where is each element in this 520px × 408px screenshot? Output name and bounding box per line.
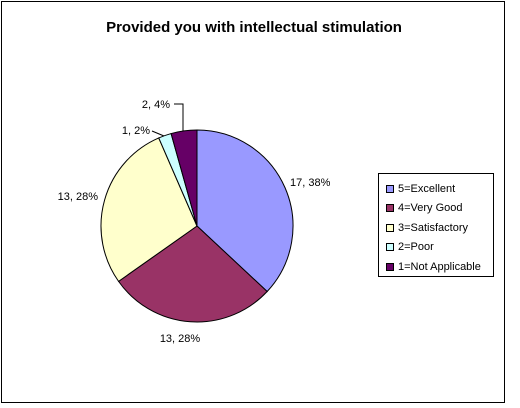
legend-item-3-satisfactory: 3=Satisfactory	[386, 218, 493, 238]
legend-swatch-4-very-good	[386, 204, 394, 213]
legend-label: 4=Very Good	[398, 202, 463, 215]
legend-swatch-1-not-applicable	[386, 262, 394, 271]
legend-item-5-excellent: 5=Excellent	[386, 179, 493, 199]
legend-label: 5=Excellent	[398, 182, 456, 195]
pie-chart: 17, 38% 13, 28% 13, 28% 1, 2% 2, 4%	[58, 99, 331, 345]
chart-title: Provided you with intellectual stimulati…	[106, 19, 402, 36]
leader-line-1-not-applicable	[174, 103, 184, 131]
data-label-5-excellent: 17, 38%	[290, 177, 331, 189]
data-label-2-poor: 1, 2%	[122, 125, 150, 137]
legend-label: 3=Satisfactory	[398, 221, 469, 234]
leader-line-2-poor	[151, 130, 165, 137]
pie-slice-1-not-applicable	[170, 129, 198, 227]
pie-slice-5-excellent	[196, 129, 294, 293]
data-label-4-very-good: 13, 28%	[160, 333, 201, 345]
data-label-3-satisfactory: 13, 28%	[58, 191, 99, 203]
legend-swatch-3-satisfactory	[386, 223, 394, 232]
legend-label: 1=Not Applicable	[398, 260, 481, 273]
legend-item-4-very-good: 4=Very Good	[386, 199, 493, 219]
legend: 5=Excellent 4=Very Good 3=Satisfactory 2=Po…	[378, 173, 494, 277]
data-label-1-not-applicable: 2, 4%	[142, 99, 170, 111]
legend-item-2-poor: 2=Poor	[386, 238, 493, 258]
legend-item-1-not-applicable: 1=Not Applicable	[386, 257, 493, 277]
pie-slice-4-very-good	[117, 225, 268, 323]
pie-slice-3-satisfactory	[100, 137, 198, 283]
legend-label: 2=Poor	[398, 241, 434, 254]
chart-area: Provided you with intellectual stimulati…	[1, 1, 505, 403]
legend-swatch-2-poor	[386, 243, 394, 252]
legend-swatch-5-excellent	[386, 184, 394, 193]
